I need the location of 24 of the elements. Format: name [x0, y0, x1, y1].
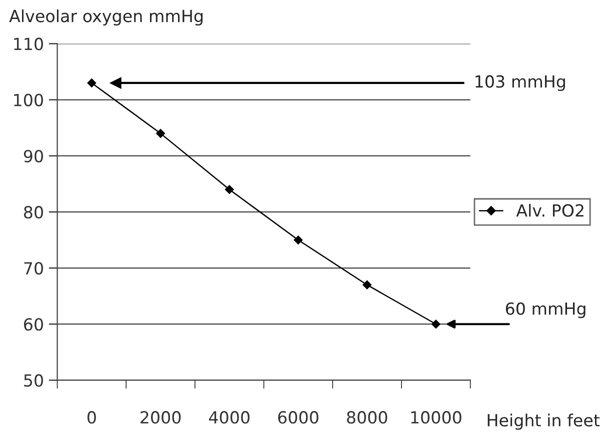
y-tick-label: 50 — [24, 374, 43, 387]
point — [294, 236, 303, 244]
x-tick-label: 2000 — [140, 411, 181, 424]
y-tick-label: 90 — [24, 150, 43, 162]
y-tick-label: 70 — [24, 262, 43, 275]
text: 60 mmHg — [506, 302, 586, 318]
y-tick-label: 100 — [14, 94, 43, 106]
x-tick-label: 4000 — [209, 411, 250, 424]
x-tick-label: 0 — [88, 411, 96, 424]
x-axis-title: Height in feet — [488, 414, 600, 430]
point — [224, 185, 234, 194]
y-axis-title: Alveolar oxygen mmHg — [9, 9, 203, 26]
point — [431, 320, 440, 329]
y-tick-label: 110 — [14, 38, 43, 50]
point — [87, 78, 96, 88]
y-tick-label: 80 — [24, 206, 43, 219]
x-tick-label: 10000 — [411, 411, 462, 424]
point — [156, 128, 165, 138]
legend-label: Alv. PO2 — [516, 204, 584, 217]
x-tick-label: 6000 — [278, 411, 318, 424]
ref-line-label: 103 mmHg — [476, 75, 565, 92]
point — [362, 280, 372, 290]
y-tick-label: 60 — [24, 318, 43, 331]
x-tick-label: 8000 — [347, 411, 388, 424]
